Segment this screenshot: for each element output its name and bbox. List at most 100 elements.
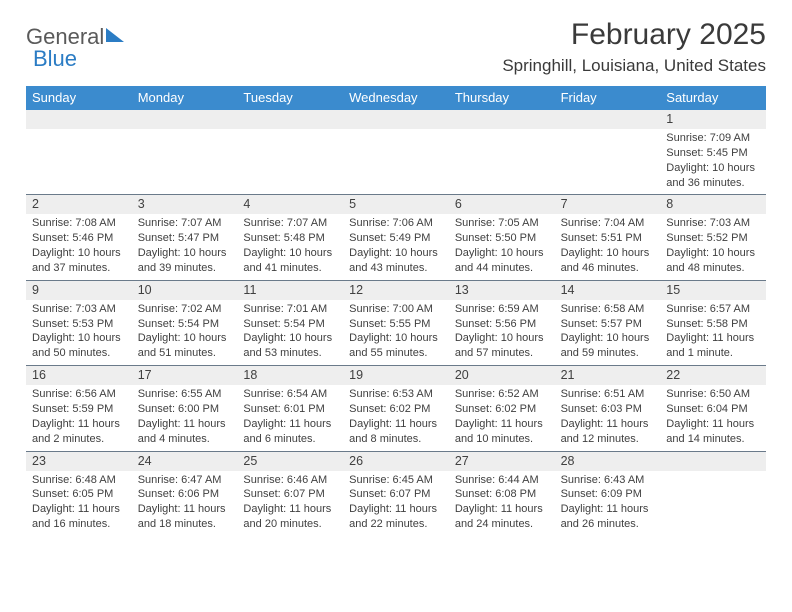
- cell-line-daylight2: and 48 minutes.: [666, 261, 760, 276]
- cell-line-sunset: Sunset: 6:02 PM: [349, 402, 443, 417]
- day-number: 19: [343, 366, 449, 385]
- cell-body: Sunrise: 7:03 AMSunset: 5:52 PMDaylight:…: [660, 214, 766, 279]
- cell-body: [26, 129, 132, 135]
- cell-body: Sunrise: 6:46 AMSunset: 6:07 PMDaylight:…: [237, 471, 343, 536]
- cell-body: Sunrise: 7:07 AMSunset: 5:47 PMDaylight:…: [132, 214, 238, 279]
- calendar-cell: 25Sunrise: 6:46 AMSunset: 6:07 PMDayligh…: [237, 452, 343, 536]
- cell-line-sunset: Sunset: 5:53 PM: [32, 317, 126, 332]
- day-number: 7: [555, 195, 661, 214]
- cell-line-sunset: Sunset: 5:57 PM: [561, 317, 655, 332]
- cell-line-daylight1: Daylight: 10 hours: [32, 331, 126, 346]
- calendar-cell: 4Sunrise: 7:07 AMSunset: 5:48 PMDaylight…: [237, 195, 343, 279]
- cell-body: [449, 129, 555, 135]
- cell-line-daylight1: Daylight: 11 hours: [349, 502, 443, 517]
- cell-line-daylight2: and 46 minutes.: [561, 261, 655, 276]
- cell-body: Sunrise: 6:47 AMSunset: 6:06 PMDaylight:…: [132, 471, 238, 536]
- cell-line-sunset: Sunset: 6:01 PM: [243, 402, 337, 417]
- cell-line-sunset: Sunset: 5:50 PM: [455, 231, 549, 246]
- day-number: 21: [555, 366, 661, 385]
- calendar-cell: [237, 110, 343, 194]
- calendar-cell: 14Sunrise: 6:58 AMSunset: 5:57 PMDayligh…: [555, 281, 661, 365]
- calendar-cell: 1Sunrise: 7:09 AMSunset: 5:45 PMDaylight…: [660, 110, 766, 194]
- day-number: 6: [449, 195, 555, 214]
- cell-body: Sunrise: 7:05 AMSunset: 5:50 PMDaylight:…: [449, 214, 555, 279]
- cell-line-daylight1: Daylight: 10 hours: [666, 246, 760, 261]
- logo-triangle-icon: [106, 28, 124, 42]
- cell-body: Sunrise: 6:50 AMSunset: 6:04 PMDaylight:…: [660, 385, 766, 450]
- cell-body: Sunrise: 7:08 AMSunset: 5:46 PMDaylight:…: [26, 214, 132, 279]
- cell-body: Sunrise: 7:02 AMSunset: 5:54 PMDaylight:…: [132, 300, 238, 365]
- cell-line-daylight1: Daylight: 10 hours: [138, 331, 232, 346]
- cell-line-daylight2: and 39 minutes.: [138, 261, 232, 276]
- cell-line-daylight2: and 24 minutes.: [455, 517, 549, 532]
- calendar-cell: 28Sunrise: 6:43 AMSunset: 6:09 PMDayligh…: [555, 452, 661, 536]
- calendar-cell: 18Sunrise: 6:54 AMSunset: 6:01 PMDayligh…: [237, 366, 343, 450]
- cell-body: Sunrise: 6:53 AMSunset: 6:02 PMDaylight:…: [343, 385, 449, 450]
- cell-body: [343, 129, 449, 135]
- cell-line-sunset: Sunset: 6:03 PM: [561, 402, 655, 417]
- cell-line-sunset: Sunset: 5:51 PM: [561, 231, 655, 246]
- logo-text-blue: Blue: [33, 46, 77, 72]
- calendar-cell: [343, 110, 449, 194]
- cell-body: Sunrise: 7:03 AMSunset: 5:53 PMDaylight:…: [26, 300, 132, 365]
- calendar-cell: 20Sunrise: 6:52 AMSunset: 6:02 PMDayligh…: [449, 366, 555, 450]
- header: General February 2025 Springhill, Louisi…: [26, 18, 766, 76]
- day-number: 28: [555, 452, 661, 471]
- cell-line-sunrise: Sunrise: 6:44 AM: [455, 473, 549, 488]
- day-header-thu: Thursday: [449, 86, 555, 110]
- cell-body: [660, 471, 766, 477]
- day-number: [555, 110, 661, 129]
- cell-line-daylight1: Daylight: 11 hours: [138, 502, 232, 517]
- cell-body: Sunrise: 6:55 AMSunset: 6:00 PMDaylight:…: [132, 385, 238, 450]
- cell-body: [132, 129, 238, 135]
- title-block: February 2025 Springhill, Louisiana, Uni…: [502, 18, 766, 76]
- day-header-mon: Monday: [132, 86, 238, 110]
- cell-line-sunrise: Sunrise: 6:57 AM: [666, 302, 760, 317]
- cell-line-sunset: Sunset: 6:05 PM: [32, 487, 126, 502]
- location: Springhill, Louisiana, United States: [502, 56, 766, 76]
- cell-line-sunset: Sunset: 6:07 PM: [243, 487, 337, 502]
- cell-line-sunset: Sunset: 5:48 PM: [243, 231, 337, 246]
- cell-line-sunset: Sunset: 6:08 PM: [455, 487, 549, 502]
- cell-line-daylight2: and 59 minutes.: [561, 346, 655, 361]
- cell-body: Sunrise: 6:48 AMSunset: 6:05 PMDaylight:…: [26, 471, 132, 536]
- cell-line-daylight1: Daylight: 11 hours: [349, 417, 443, 432]
- day-number: 12: [343, 281, 449, 300]
- calendar-cell: [555, 110, 661, 194]
- cell-line-sunrise: Sunrise: 7:07 AM: [243, 216, 337, 231]
- calendar: Sunday Monday Tuesday Wednesday Thursday…: [26, 86, 766, 536]
- cell-line-daylight2: and 20 minutes.: [243, 517, 337, 532]
- cell-line-sunset: Sunset: 5:49 PM: [349, 231, 443, 246]
- calendar-cell: [660, 452, 766, 536]
- cell-line-sunrise: Sunrise: 7:04 AM: [561, 216, 655, 231]
- calendar-cell: 2Sunrise: 7:08 AMSunset: 5:46 PMDaylight…: [26, 195, 132, 279]
- day-header-sat: Saturday: [660, 86, 766, 110]
- calendar-cell: [449, 110, 555, 194]
- calendar-cell: 6Sunrise: 7:05 AMSunset: 5:50 PMDaylight…: [449, 195, 555, 279]
- cell-line-sunrise: Sunrise: 7:03 AM: [32, 302, 126, 317]
- cell-line-sunrise: Sunrise: 7:01 AM: [243, 302, 337, 317]
- calendar-cell: 16Sunrise: 6:56 AMSunset: 5:59 PMDayligh…: [26, 366, 132, 450]
- cell-line-sunset: Sunset: 5:52 PM: [666, 231, 760, 246]
- day-number: 9: [26, 281, 132, 300]
- week-row: 23Sunrise: 6:48 AMSunset: 6:05 PMDayligh…: [26, 451, 766, 536]
- calendar-cell: 5Sunrise: 7:06 AMSunset: 5:49 PMDaylight…: [343, 195, 449, 279]
- day-header-fri: Friday: [555, 86, 661, 110]
- day-number: 27: [449, 452, 555, 471]
- day-number: [26, 110, 132, 129]
- cell-line-sunset: Sunset: 5:54 PM: [138, 317, 232, 332]
- cell-line-sunrise: Sunrise: 6:55 AM: [138, 387, 232, 402]
- cell-line-sunset: Sunset: 5:55 PM: [349, 317, 443, 332]
- cell-line-daylight2: and 14 minutes.: [666, 432, 760, 447]
- cell-line-sunset: Sunset: 6:06 PM: [138, 487, 232, 502]
- cell-body: Sunrise: 7:00 AMSunset: 5:55 PMDaylight:…: [343, 300, 449, 365]
- day-number: 10: [132, 281, 238, 300]
- day-number: 13: [449, 281, 555, 300]
- cell-line-sunrise: Sunrise: 6:59 AM: [455, 302, 549, 317]
- cell-line-sunrise: Sunrise: 6:54 AM: [243, 387, 337, 402]
- calendar-cell: 17Sunrise: 6:55 AMSunset: 6:00 PMDayligh…: [132, 366, 238, 450]
- cell-line-sunrise: Sunrise: 6:51 AM: [561, 387, 655, 402]
- cell-line-daylight1: Daylight: 10 hours: [243, 331, 337, 346]
- cell-line-sunset: Sunset: 6:02 PM: [455, 402, 549, 417]
- cell-body: Sunrise: 6:51 AMSunset: 6:03 PMDaylight:…: [555, 385, 661, 450]
